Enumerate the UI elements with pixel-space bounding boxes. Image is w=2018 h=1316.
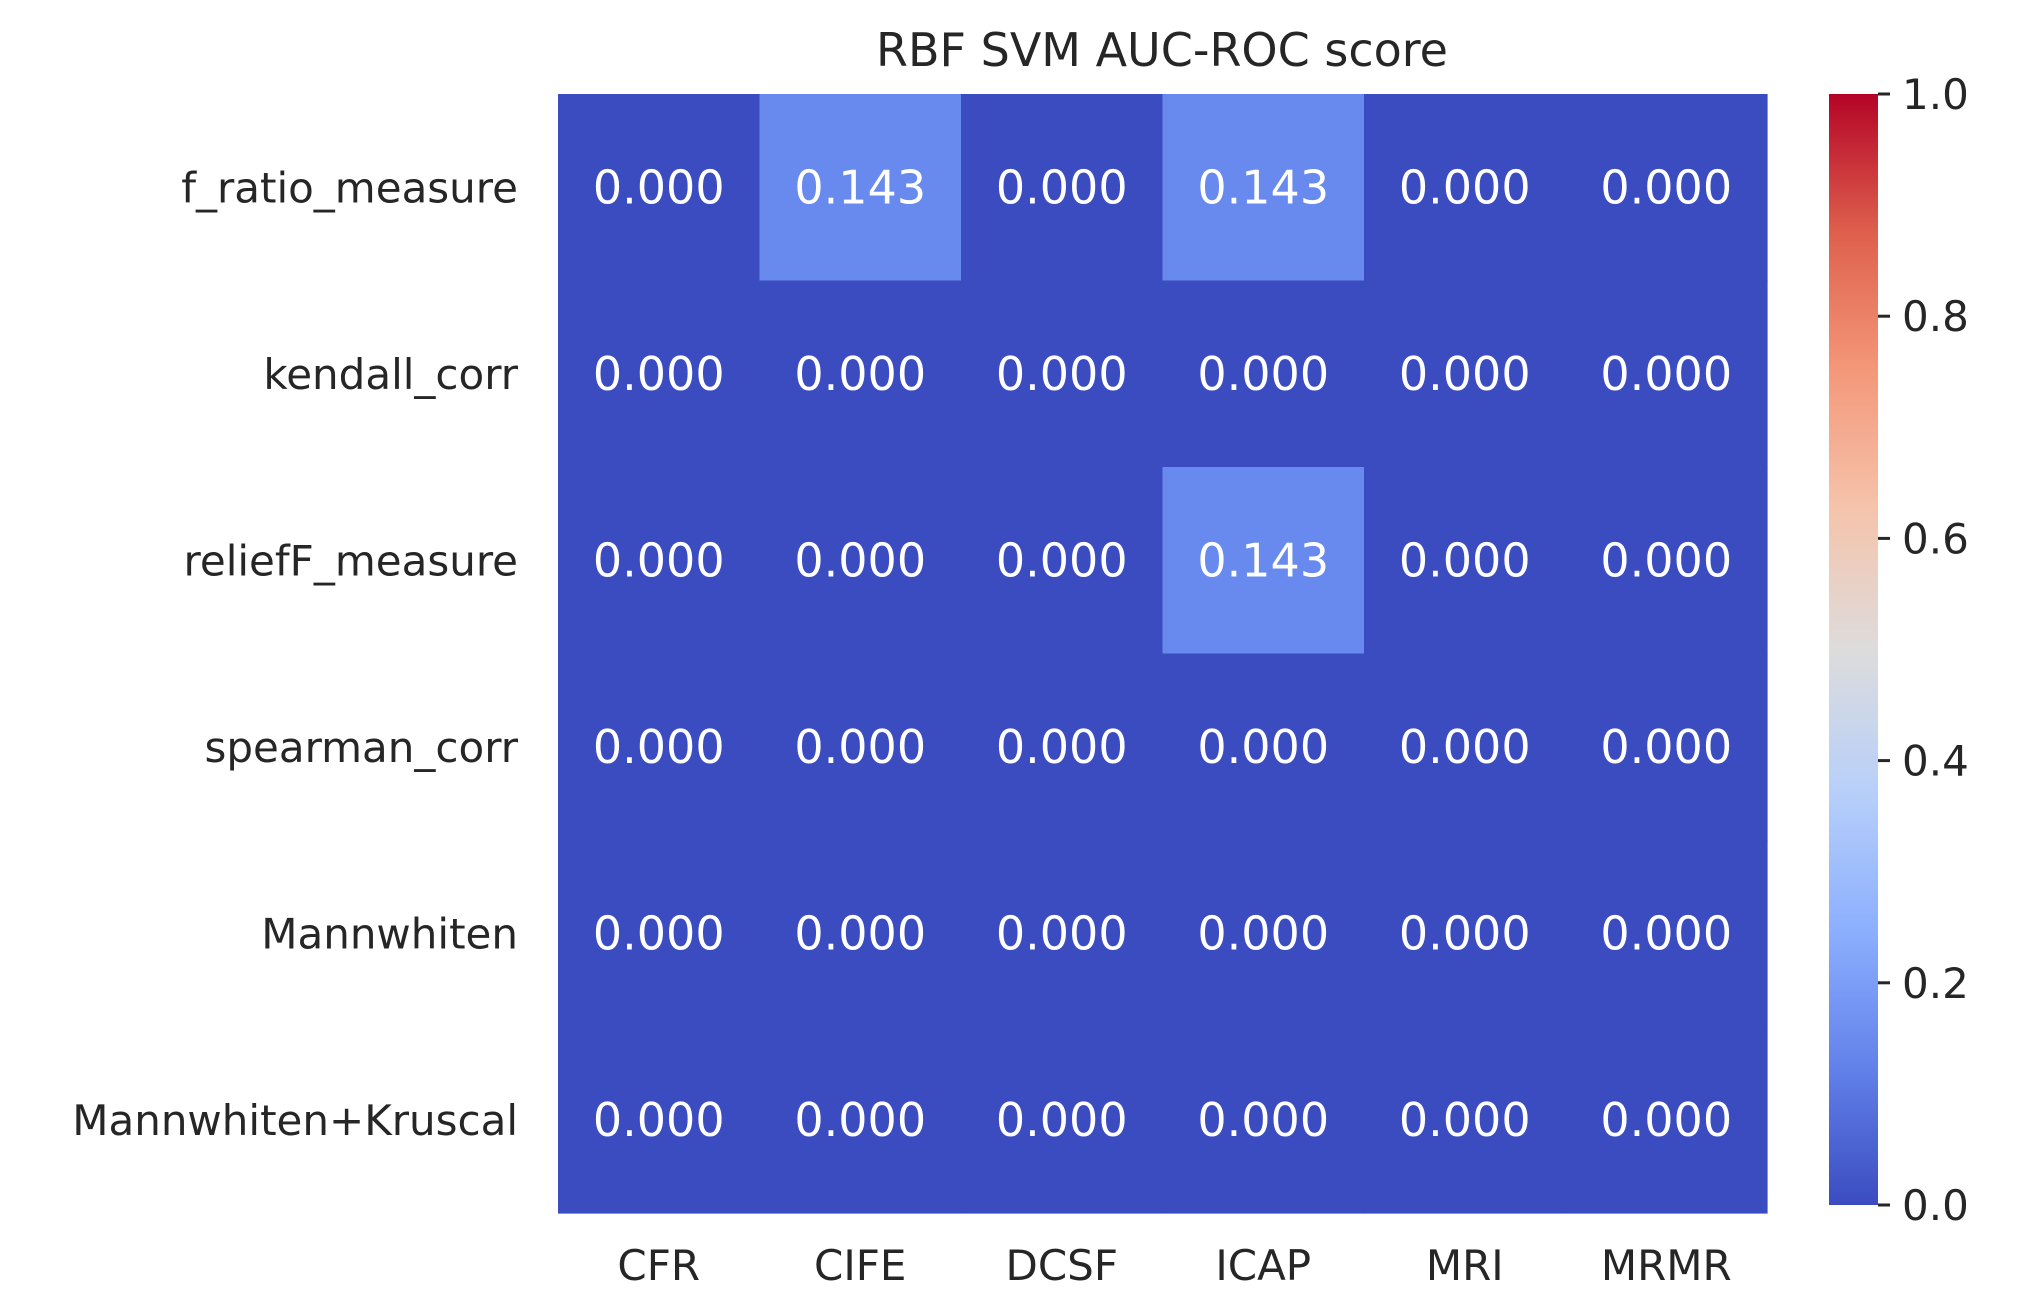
heatmap-cell-mannwhiten-kruscal-icap <box>1162 1026 1365 1214</box>
cell-value-label: 0.000 <box>593 720 725 774</box>
colorbar-gradient <box>1829 94 1878 1205</box>
cell-value-label: 0.000 <box>996 1093 1128 1147</box>
heatmap-cell-relieff-measure-cife <box>759 467 962 655</box>
colorbar-tick-label: 0.4 <box>1902 737 1969 786</box>
heatmap-cell-spearman-corr-cfr <box>558 653 761 841</box>
heatmap-cell-spearman-corr-mri <box>1364 653 1567 841</box>
x-tick-label-cife: CIFE <box>814 1241 906 1290</box>
colorbar-tick-label: 0.8 <box>1902 292 1969 341</box>
heatmap-cell-f-ratio-measure-mri <box>1364 94 1567 282</box>
heatmap-cell-kendall-corr-mrmr <box>1565 280 1768 468</box>
heatmap-cell-f-ratio-measure-cfr <box>558 94 761 282</box>
cell-value-label: 0.000 <box>1600 906 1732 960</box>
heatmap-cell-f-ratio-measure-icap <box>1162 94 1365 282</box>
heatmap-cell-mannwhiten-cife <box>759 840 962 1028</box>
cell-value-label: 0.000 <box>593 533 725 587</box>
heatmap-cell-mannwhiten-dcsf <box>961 840 1164 1028</box>
heatmap-cell-mannwhiten-icap <box>1162 840 1365 1028</box>
cell-value-label: 0.000 <box>1197 720 1329 774</box>
y-tick-label-relieff-measure: reliefF_measure <box>184 536 518 585</box>
heatmap-cell-relieff-measure-icap <box>1162 467 1365 655</box>
cell-value-label: 0.000 <box>1600 347 1732 401</box>
heatmap-cell-mannwhiten-mrmr <box>1565 840 1768 1028</box>
colorbar-tick-label: 1.0 <box>1902 70 1969 119</box>
heatmap-cell-f-ratio-measure-cife <box>759 94 962 282</box>
heatmap-cell-f-ratio-measure-dcsf <box>961 94 1164 282</box>
cell-value-label: 0.000 <box>996 160 1128 214</box>
heatmap-cell-spearman-corr-icap <box>1162 653 1365 841</box>
y-tick-label-kendall-corr: kendall_corr <box>263 350 518 399</box>
cell-value-label: 0.000 <box>996 906 1128 960</box>
cell-value-label: 0.143 <box>1197 160 1329 214</box>
heatmap-cell-mannwhiten-kruscal-mrmr <box>1565 1026 1768 1214</box>
cell-value-label: 0.143 <box>794 160 926 214</box>
heatmap-cell-mannwhiten-kruscal-cfr <box>558 1026 761 1214</box>
cell-value-label: 0.000 <box>1399 906 1531 960</box>
cell-value-label: 0.000 <box>593 160 725 214</box>
cell-value-label: 0.000 <box>1399 533 1531 587</box>
heatmap-cell-relieff-measure-dcsf <box>961 467 1164 655</box>
y-tick-label-spearman-corr: spearman_corr <box>204 723 518 772</box>
chart-title: RBF SVM AUC-ROC score <box>876 23 1448 77</box>
cell-value-label: 0.000 <box>1600 720 1732 774</box>
heatmap-cell-relieff-measure-cfr <box>558 467 761 655</box>
heatmap-cell-mannwhiten-kruscal-cife <box>759 1026 962 1214</box>
cell-value-label: 0.000 <box>1600 533 1732 587</box>
cell-value-label: 0.000 <box>996 533 1128 587</box>
heatmap-cell-f-ratio-measure-mrmr <box>1565 94 1768 282</box>
cell-value-label: 0.000 <box>1399 720 1531 774</box>
heatmap-annotations: 0.000 0.143 0.000 0.143 0.000 0.000 0.000 0.000… <box>593 160 1732 1147</box>
x-tick-label-icap: ICAP <box>1215 1241 1311 1290</box>
cell-value-label: 0.000 <box>1197 1093 1329 1147</box>
cell-value-label: 0.000 <box>1600 160 1732 214</box>
heatmap-cell-spearman-corr-mrmr <box>1565 653 1768 841</box>
x-tick-label-mrmr: MRMR <box>1601 1241 1732 1290</box>
cell-value-label: 0.000 <box>1399 1093 1531 1147</box>
cell-value-label: 0.000 <box>1399 160 1531 214</box>
cell-value-label: 0.000 <box>794 347 926 401</box>
heatmap-cell-relieff-measure-mri <box>1364 467 1567 655</box>
cell-value-label: 0.000 <box>1197 906 1329 960</box>
heatmap-cell-kendall-corr-mri <box>1364 280 1567 468</box>
cell-value-label: 0.000 <box>794 720 926 774</box>
heatmap-cell-mannwhiten-kruscal-mri <box>1364 1026 1567 1214</box>
cell-value-label: 0.000 <box>794 1093 926 1147</box>
cell-value-label: 0.000 <box>593 1093 725 1147</box>
x-tick-label-mri: MRI <box>1426 1241 1504 1290</box>
cell-value-label: 0.000 <box>1197 347 1329 401</box>
heatmap-cell-kendall-corr-cfr <box>558 280 761 468</box>
heatmap-cell-kendall-corr-dcsf <box>961 280 1164 468</box>
cell-value-label: 0.000 <box>794 533 926 587</box>
heatmap-cell-kendall-corr-cife <box>759 280 962 468</box>
y-tick-label-f-ratio-measure: f_ratio_measure <box>181 163 518 212</box>
y-axis: f_ratio_measure kendall_corr reliefF_measu… <box>72 163 519 1145</box>
colorbar-tick-label: 0.2 <box>1902 959 1969 1008</box>
x-tick-label-cfr: CFR <box>617 1241 700 1290</box>
cell-value-label: 0.000 <box>794 906 926 960</box>
cell-value-label: 0.000 <box>593 347 725 401</box>
cell-value-label: 0.000 <box>1600 1093 1732 1147</box>
heatmap-cell-spearman-corr-dcsf <box>961 653 1164 841</box>
colorbar-tick-label: 0.0 <box>1902 1181 1969 1230</box>
x-tick-label-dcsf: DCSF <box>1006 1241 1119 1290</box>
heatmap-cell-kendall-corr-icap <box>1162 280 1365 468</box>
heatmap-cell-mannwhiten-cfr <box>558 840 761 1028</box>
cell-value-label: 0.000 <box>996 347 1128 401</box>
heatmap-cell-spearman-corr-cife <box>759 653 962 841</box>
heatmap-cell-relieff-measure-mrmr <box>1565 467 1768 655</box>
colorbar: 0.0 0.2 0.4 0.6 0.8 1.0 <box>1829 70 1969 1230</box>
colorbar-tick-label: 0.6 <box>1902 514 1969 563</box>
cell-value-label: 0.000 <box>593 906 725 960</box>
y-tick-label-mannwhiten: Mannwhiten <box>261 909 518 958</box>
y-tick-label-mannwhiten-kruscal: Mannwhiten+Kruscal <box>72 1096 518 1145</box>
x-axis: CFR CIFE DCSF ICAP MRI MRMR <box>617 1241 1731 1290</box>
cell-value-label: 0.000 <box>996 720 1128 774</box>
heatmap-cells <box>558 94 1768 1214</box>
heatmap-cell-mannwhiten-kruscal-dcsf <box>961 1026 1164 1214</box>
heatmap-cell-mannwhiten-mri <box>1364 840 1567 1028</box>
cell-value-label: 0.143 <box>1197 533 1329 587</box>
cell-value-label: 0.000 <box>1399 347 1531 401</box>
